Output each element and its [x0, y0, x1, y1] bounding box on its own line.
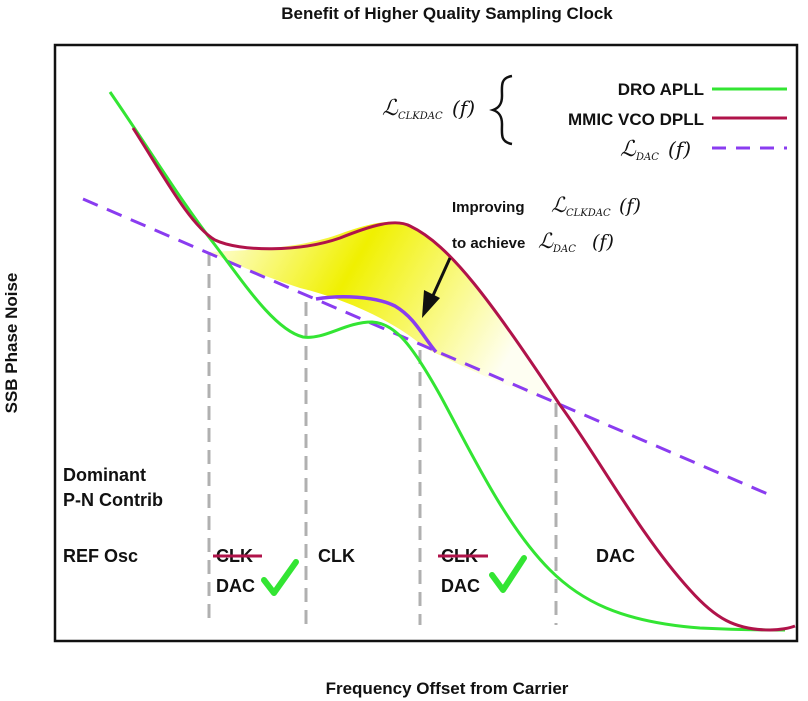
series-line-dro-apll [108, 91, 786, 632]
legend-label-dro-apll: DRO APLL [618, 80, 704, 99]
region-dac: DAC [596, 546, 635, 566]
region-ref-osc: REF Osc [63, 546, 138, 566]
plot-area [53, 43, 799, 643]
improvement-arrow [422, 257, 452, 318]
svg-text:(f): (f) [452, 96, 475, 120]
region-dac: DAC [441, 576, 480, 596]
legend-label-ldac: ℒ [620, 137, 637, 162]
svg-text:CLKDAC: CLKDAC [566, 208, 611, 219]
x-axis-label: Frequency Offset from Carrier [326, 679, 569, 698]
legend: ℒ CLKDAC (f) DRO APLL MMIC VCO DPLL ℒ DA… [382, 74, 787, 163]
series-line-ldac [82, 197, 771, 497]
dominant-label-line1: Dominant [63, 465, 146, 485]
series-line-mmic-vco-dpll [131, 127, 796, 632]
legend-label-mmic-vco-dpll: MMIC VCO DPLL [568, 110, 704, 129]
y-axis-label: SSB Phase Noise [2, 273, 21, 414]
svg-text:(f): (f) [619, 195, 641, 217]
check-icon [489, 555, 527, 593]
region-dac: DAC [216, 576, 255, 596]
svg-text:to achieve: to achieve [452, 235, 525, 252]
region-dividers [207, 252, 558, 625]
improvement-region [209, 221, 555, 403]
svg-text:DAC: DAC [552, 244, 576, 255]
region-labels: Dominant P-N Contrib REF Osc CLK DAC CLK… [63, 465, 635, 596]
chart-title: Benefit of Higher Quality Sampling Clock [281, 4, 613, 23]
region-clk: CLK [318, 546, 355, 566]
improvement-annotation: Improving ℒ CLKDAC (f) to achieve ℒ DAC … [452, 193, 641, 255]
legend-group-symbol: ℒ [382, 96, 399, 121]
svg-text:(f): (f) [592, 231, 614, 253]
legend-brace [489, 74, 513, 146]
improved-clock-curve [315, 295, 438, 354]
dominant-label-line2: P-N Contrib [63, 490, 163, 510]
svg-text:ℒ: ℒ [538, 229, 554, 253]
check-icon [261, 559, 299, 596]
svg-text:DAC: DAC [635, 152, 659, 163]
svg-text:(f): (f) [668, 137, 691, 161]
svg-text:Improving: Improving [452, 199, 525, 216]
svg-text:CLKDAC: CLKDAC [398, 111, 443, 122]
svg-text:ℒ: ℒ [551, 193, 567, 217]
